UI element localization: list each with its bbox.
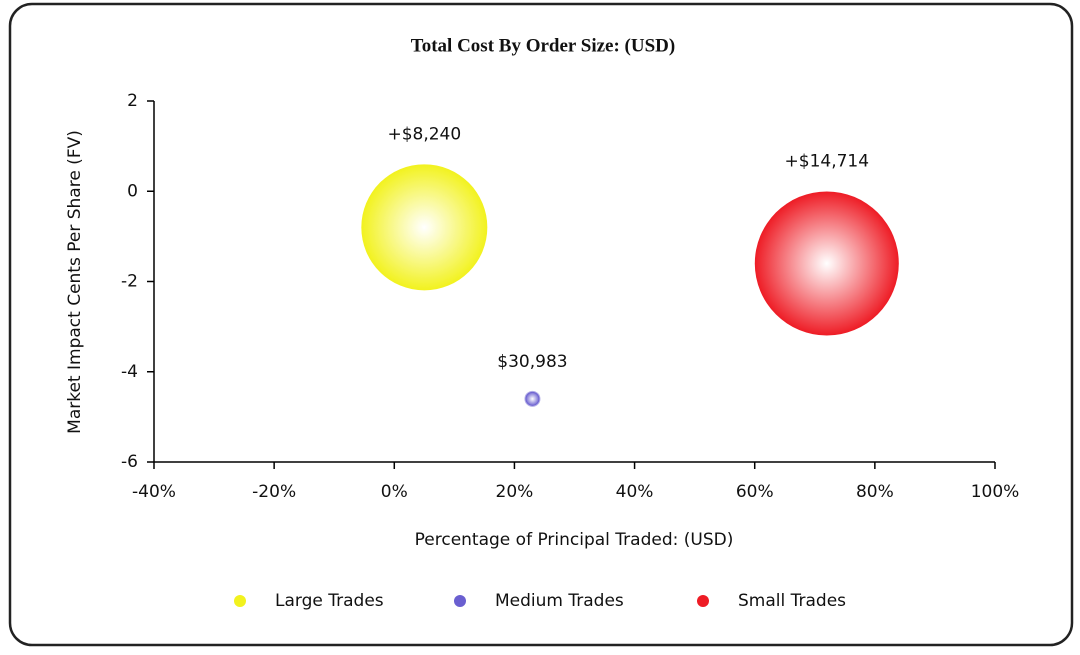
x-axis-label: Percentage of Principal Traded: (USD) bbox=[415, 530, 734, 550]
data-label: +$14,714 bbox=[785, 151, 870, 171]
legend-marker bbox=[234, 595, 246, 607]
x-tick-label: -20% bbox=[252, 482, 296, 502]
y-tick-label: 0 bbox=[127, 181, 138, 201]
legend-marker bbox=[697, 595, 709, 607]
bubble bbox=[524, 390, 541, 407]
legend-label: Large Trades bbox=[275, 591, 384, 611]
data-label: +$8,240 bbox=[387, 124, 461, 144]
panel bbox=[8, 2, 1074, 647]
data-label: $30,983 bbox=[497, 352, 567, 372]
x-tick-label: 40% bbox=[616, 482, 654, 502]
bubble bbox=[361, 164, 488, 291]
y-tick-label: -6 bbox=[121, 452, 138, 472]
x-tick-label: 80% bbox=[856, 482, 894, 502]
x-tick-label: 100% bbox=[971, 482, 1020, 502]
x-tick-label: 60% bbox=[736, 482, 774, 502]
y-tick-label: 2 bbox=[127, 91, 138, 111]
legend-marker bbox=[454, 595, 466, 607]
chart-title: Total Cost By Order Size: (USD) bbox=[411, 35, 675, 56]
y-axis-label: Market Impact Cents Per Share (FV) bbox=[65, 130, 85, 434]
x-tick-label: -40% bbox=[132, 482, 176, 502]
legend-label: Small Trades bbox=[738, 591, 846, 611]
x-tick-label: 20% bbox=[496, 482, 534, 502]
y-tick-label: -4 bbox=[121, 362, 138, 382]
bubble bbox=[754, 191, 899, 336]
legend-label: Medium Trades bbox=[495, 591, 624, 611]
y-tick-label: -2 bbox=[121, 272, 138, 292]
x-tick-label: 0% bbox=[381, 482, 408, 502]
